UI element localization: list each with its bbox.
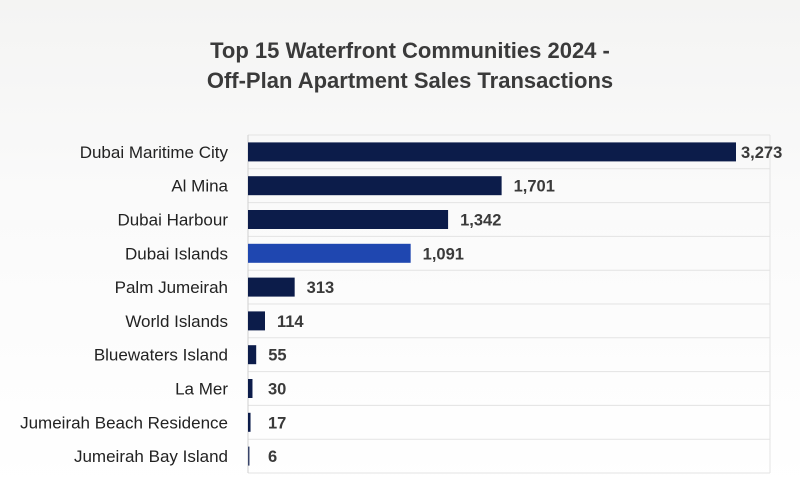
bar [248,176,502,196]
category-label: La Mer [175,380,228,399]
bar [248,210,449,229]
category-label: Dubai Harbour [117,211,228,230]
bar [248,379,253,398]
chart-title-line-2: Off-Plan Apartment Sales Transactions [206,68,614,93]
chart-title-line-1: Top 15 Waterfront Communities 2024 - [210,38,610,63]
bar [248,311,265,331]
bar [248,277,295,297]
value-label: 114 [277,313,304,331]
category-label: Dubai Islands [125,244,228,263]
bar [248,446,250,466]
category-label: Bluewaters Island [94,346,228,365]
category-label: World Islands [125,312,228,331]
category-label: Palm Jumeirah [115,278,228,297]
chart-title: Top 15 Waterfront Communities 2024 - Off… [0,36,800,96]
bar [248,243,411,263]
category-label: Jumeirah Beach Residence [20,413,228,432]
value-label: 313 [307,279,335,297]
value-label: 1,342 [460,212,501,230]
value-label: 30 [268,381,286,399]
value-label: 1,091 [423,245,464,263]
value-label: 6 [268,448,277,466]
bar [248,142,736,162]
category-label: Dubai Maritime City [80,143,229,162]
value-label: 1,701 [514,178,555,196]
bar [248,345,257,365]
value-label: 55 [268,347,286,365]
bar [248,412,251,432]
value-label: 17 [268,414,286,432]
category-label: Jumeirah Bay Island [74,447,228,466]
category-label: Al Mina [171,177,228,196]
value-label: 3,273 [741,144,782,162]
